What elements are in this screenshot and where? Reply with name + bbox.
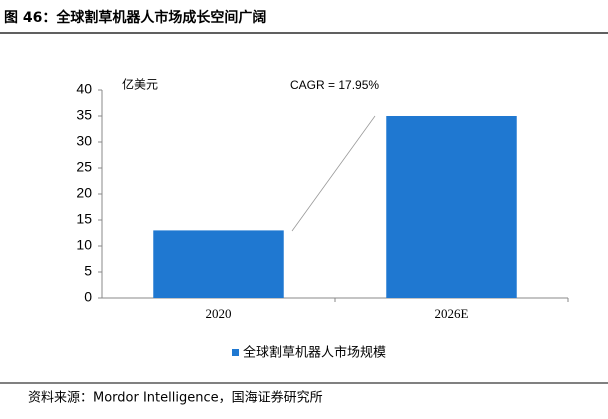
y-tick-label: 5 [84,263,92,279]
chart-title: 图 46：全球割草机器人市场成长空间广阔 [4,9,266,26]
y-tick-label: 15 [76,211,92,227]
y-axis-unit: 亿美元 [122,77,158,92]
annotation: CAGR = 17.95% [290,78,379,92]
y-tick-label: 10 [76,237,92,253]
bar [153,230,284,298]
y-tick-label: 40 [76,81,92,97]
y-tick-label: 20 [76,185,92,201]
x-tick-label: 2026E [435,306,469,321]
legend-swatch [232,349,239,356]
bar [386,116,517,298]
y-tick-label: 25 [76,159,92,175]
legend-label: 全球割草机器人市场规模 [243,345,386,361]
cagr-line [291,115,376,232]
y-tick-label: 30 [76,133,92,149]
y-tick-label: 0 [84,289,92,305]
y-tick-label: 35 [76,107,92,123]
x-tick-label: 2020 [206,306,232,321]
source: 资料来源：Mordor Intelligence，国海证券研究所 [28,390,323,406]
